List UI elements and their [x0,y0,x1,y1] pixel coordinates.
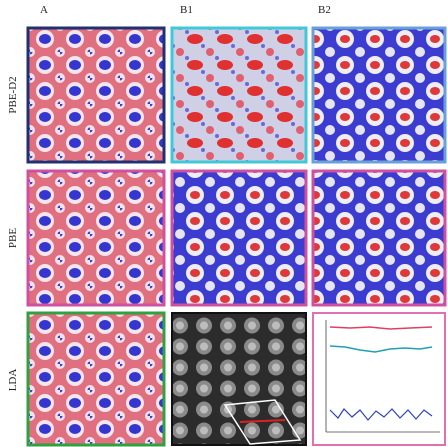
panel-b2-pbe [313,171,445,305]
row-label: LDA [7,369,19,392]
row-label: PBE [7,228,19,248]
panel-a-pbe-d2 [28,28,164,162]
panel-b1-pbe-d2 [172,28,306,162]
column-label: A [40,4,48,16]
panel-a-lda [28,313,164,445]
column-label: B2 [318,4,331,16]
figure: A B1 B2 PBE-D2 PBE LDA [0,0,448,447]
panel-a-pbe [28,171,164,305]
row-label: PBE-D2 [7,76,19,113]
stm-image [172,313,306,445]
column-label: B1 [180,4,193,16]
panel-b1-pbe [172,171,306,305]
line-plot-panel [313,313,445,445]
panel-b2-pbe-d2 [313,28,445,162]
